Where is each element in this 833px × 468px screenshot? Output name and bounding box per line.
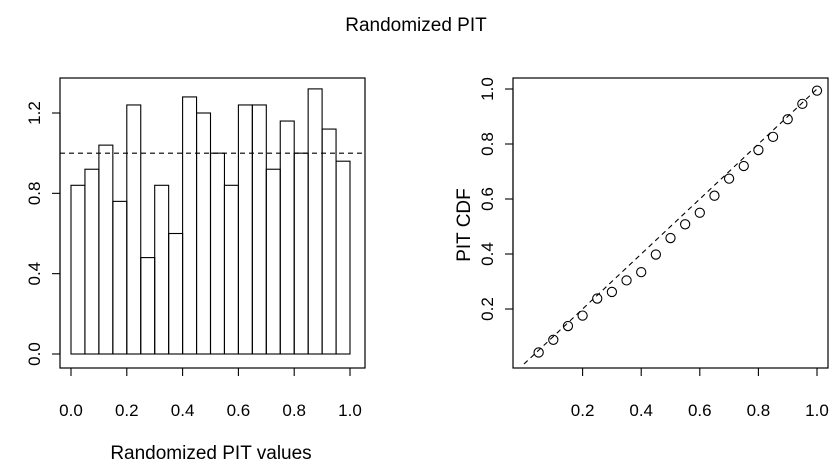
histogram-x-tick-label: 1.0 (338, 401, 362, 420)
cdf-x-tick-label: 0.4 (629, 401, 653, 420)
cdf-y-axis: 0.2 0.4 0.6 0.8 1.0 (478, 77, 514, 321)
cdf-reference-diagonal (523, 88, 818, 365)
histogram-y-tick-label: 0.4 (25, 262, 44, 286)
histogram-bar (251, 104, 267, 355)
cdf-point (782, 114, 793, 125)
cdf-point (548, 334, 559, 345)
cdf-y-axis-label: PIT CDF (454, 188, 475, 262)
cdf-plot-frame (512, 77, 829, 369)
cdf-point (738, 160, 749, 172)
histogram-bar (279, 120, 295, 355)
histogram-x-axis-label: Randomized PIT values (110, 443, 311, 464)
histogram-bar (70, 184, 86, 355)
histogram-x-tick-label: 0.8 (282, 401, 306, 420)
cdf-point (650, 249, 661, 260)
cdf-point (665, 232, 676, 244)
histogram-plot-frame (59, 77, 366, 369)
histogram-y-tick-label: 0.8 (25, 182, 44, 206)
cdf-x-tick-label: 0.6 (688, 401, 712, 420)
histogram-bar (84, 168, 100, 355)
histogram-x-tick-label: 0.4 (171, 401, 195, 420)
histogram-x-tick-label: 0.2 (115, 401, 139, 420)
cdf-point (621, 275, 632, 286)
histogram-bar (335, 160, 351, 355)
histogram-bar (293, 152, 309, 355)
histogram-panel: 0.0 0.2 0.4 0.6 0.8 1.0 0.0 0.4 0.8 1.2 Randomiz… (25, 77, 366, 464)
cdf-point (694, 207, 705, 218)
cdf-y-tick-label: 0.8 (478, 132, 497, 156)
histogram-bar (140, 257, 156, 355)
cdf-panel: 0.2 0.4 0.6 0.8 1.0 0.2 0.4 0.6 0.8 1.0 PIT CDF (454, 77, 829, 420)
cdf-points (533, 85, 823, 358)
histogram-y-axis: 0.0 0.4 0.8 1.2 (25, 101, 61, 366)
cdf-point (811, 85, 823, 96)
main-title: Randomized PIT (345, 15, 487, 36)
cdf-point (723, 173, 735, 184)
histogram-bar (209, 152, 225, 355)
cdf-point (636, 266, 647, 278)
histogram-bar (154, 184, 170, 355)
histogram-bar (112, 200, 128, 355)
cdf-point (797, 98, 808, 109)
histogram-x-tick-label: 0.0 (59, 401, 83, 420)
histogram-bar (168, 232, 184, 355)
histogram-bar (196, 112, 212, 355)
cdf-point (606, 286, 618, 298)
cdf-point (533, 347, 544, 358)
cdf-x-tick-label: 0.8 (747, 401, 771, 420)
cdf-x-axis: 0.2 0.4 0.6 0.8 1.0 (571, 367, 829, 420)
cdf-y-tick-label: 1.0 (478, 77, 497, 101)
cdf-y-tick-label: 0.4 (478, 242, 497, 266)
cdf-x-tick-label: 0.2 (571, 401, 595, 420)
cdf-point (767, 131, 779, 142)
histogram-bar (265, 168, 281, 355)
cdf-y-tick-label: 0.2 (478, 297, 497, 321)
histogram-x-axis: 0.0 0.2 0.4 0.6 0.8 1.0 (59, 367, 362, 420)
histogram-y-tick-label: 1.2 (25, 101, 44, 125)
histogram-bar (223, 184, 239, 355)
histogram-y-tick-label: 0.0 (25, 342, 44, 366)
cdf-point (562, 320, 574, 332)
cdf-point (577, 310, 588, 321)
cdf-point (709, 190, 720, 201)
histogram-bar (126, 104, 142, 355)
cdf-point (753, 144, 764, 156)
histogram-bars (70, 88, 351, 355)
cdf-x-tick-label: 1.0 (805, 401, 829, 420)
cdf-point (680, 219, 691, 230)
histogram-bar (182, 96, 198, 355)
cdf-y-tick-label: 0.6 (478, 187, 497, 211)
histogram-x-tick-label: 0.6 (227, 401, 251, 420)
histogram-bar (321, 128, 337, 355)
histogram-bar (307, 88, 323, 355)
histogram-bar (98, 144, 114, 355)
histogram-bar (237, 104, 253, 355)
cdf-point (592, 293, 603, 304)
